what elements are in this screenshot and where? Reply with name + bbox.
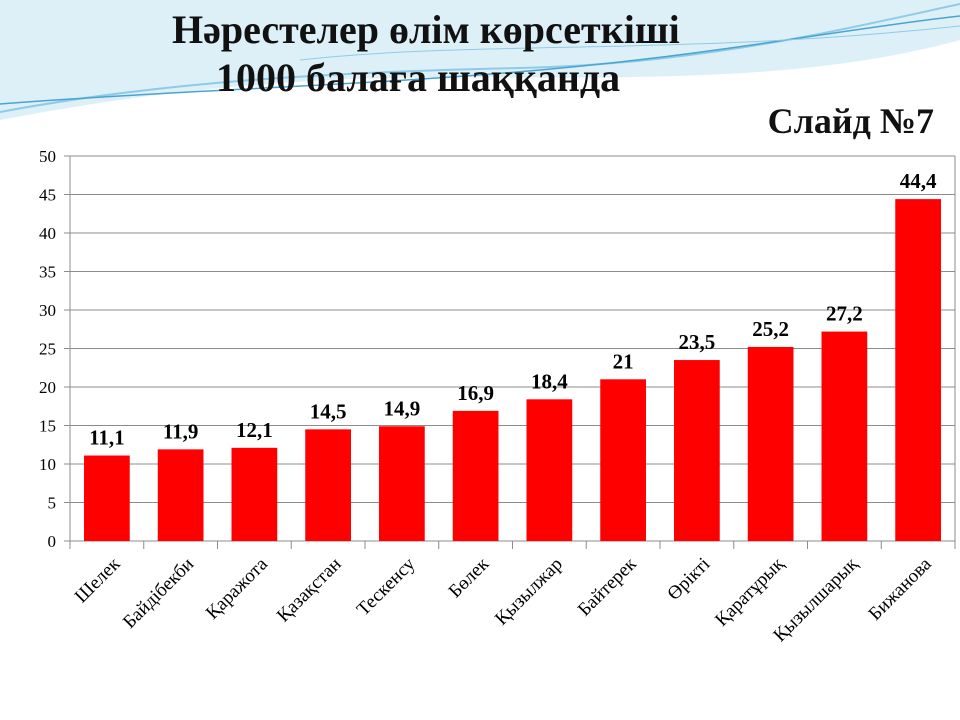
bar <box>747 346 794 541</box>
x-tick-label: Байдібекби <box>119 554 198 633</box>
slide-number-label: Слайд №7 <box>767 101 934 141</box>
wave-dark <box>0 15 960 105</box>
y-tick-label: 5 <box>48 494 57 513</box>
bar <box>526 399 573 541</box>
bar <box>895 199 941 541</box>
bar <box>452 410 499 541</box>
x-tick-label: Қазақстан <box>273 554 346 627</box>
data-label: 14,9 <box>384 396 421 420</box>
y-tick-label: 35 <box>39 263 56 282</box>
wave-dark-2 <box>299 25 960 61</box>
data-label: 27,2 <box>826 302 863 326</box>
y-tick-label: 25 <box>39 340 56 359</box>
wave-light <box>0 0 960 120</box>
bar-layer <box>84 199 941 541</box>
y-tick-label: 50 <box>39 147 56 166</box>
x-tick-label: Бижанова <box>865 553 936 624</box>
y-tick-label: 10 <box>39 455 56 474</box>
bar <box>305 429 351 541</box>
x-tick-label: Қаратұрық <box>711 553 789 631</box>
x-tick-label: Бөлек <box>445 553 494 602</box>
page-title-line1: Нәрестелер өлім көрсеткіші <box>172 7 680 52</box>
x-tick-label: Қаражота <box>202 553 272 623</box>
y-tick-label: 0 <box>48 532 57 551</box>
data-label: 23,5 <box>679 330 716 354</box>
page-title-line2: 1000 балаға шаққанда <box>216 55 621 100</box>
bar <box>600 379 646 541</box>
x-tick-label: Байтерек <box>574 553 641 620</box>
bar <box>84 455 130 541</box>
label-layer: 0 5 10 15 20 25 30 35 40 45 50 11,1 Шелек 11,9 Байдібе… <box>39 147 937 646</box>
background-waves <box>0 0 960 120</box>
y-tick-label: 20 <box>39 378 56 397</box>
data-label: 16,9 <box>457 381 494 405</box>
x-tick-label: Өрікті <box>663 554 714 605</box>
x-tick-label: Қызылжар <box>491 554 567 630</box>
bar <box>379 426 425 541</box>
x-tick-label: Тескенсу <box>353 553 420 620</box>
x-tick-label: Шелек <box>71 553 125 607</box>
data-label: 18,4 <box>531 369 568 393</box>
data-label: 11,1 <box>89 426 125 450</box>
bar <box>231 447 278 541</box>
data-label: 11,9 <box>163 419 199 443</box>
y-tick-label: 40 <box>39 224 56 243</box>
y-tick-label: 45 <box>39 186 56 205</box>
data-label: 44,4 <box>900 169 937 193</box>
wave-mid <box>0 3 960 113</box>
bar <box>157 449 204 541</box>
bar <box>674 360 720 541</box>
data-label: 14,5 <box>310 399 347 423</box>
bar <box>821 331 868 541</box>
y-tick-label: 15 <box>39 417 56 436</box>
data-label: 25,2 <box>752 317 789 341</box>
y-tick-label: 30 <box>39 301 56 320</box>
grid-layer <box>64 155 956 549</box>
data-label: 12,1 <box>236 418 273 442</box>
data-label: 21 <box>613 349 634 373</box>
